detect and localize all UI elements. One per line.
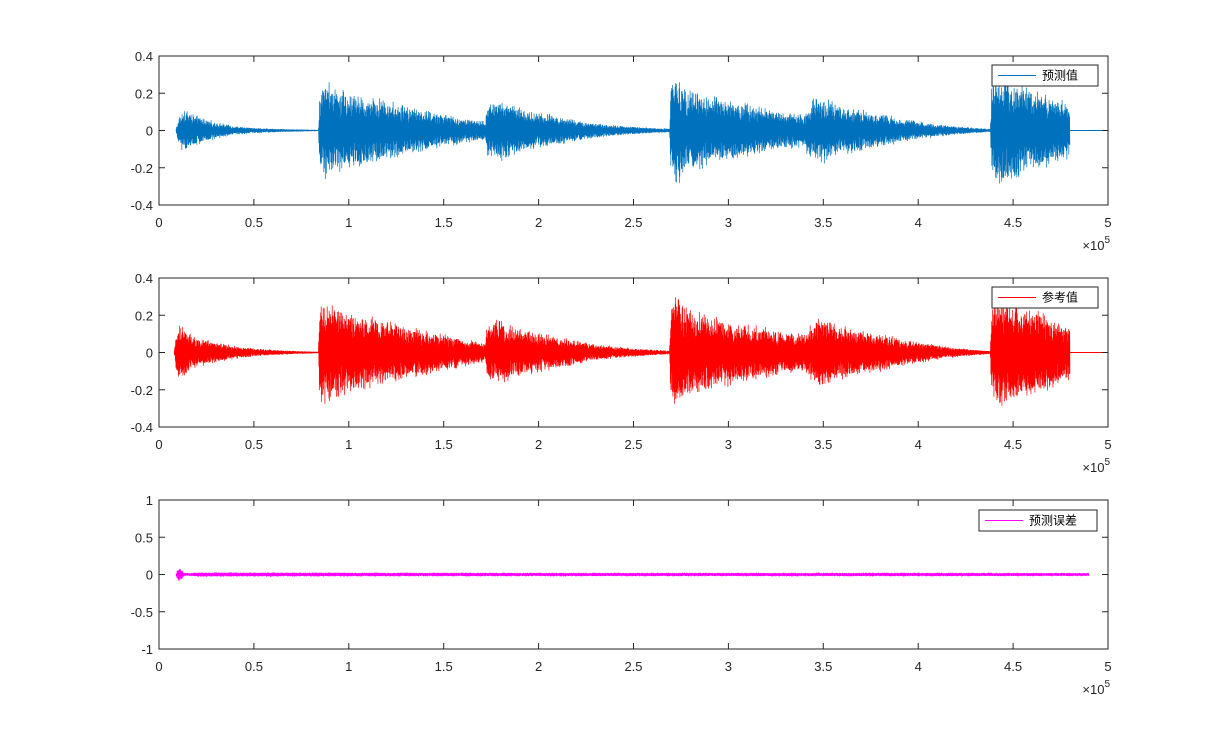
legend-box [991, 286, 1099, 309]
y-tick-label: -0.4 [131, 198, 153, 213]
x-tick-label: 2.5 [624, 659, 642, 674]
y-tick-label: 0.2 [135, 308, 153, 323]
legend-label: 参考值 [1042, 290, 1078, 305]
series-line-1 [175, 568, 1090, 581]
legend: 参考值 [991, 286, 1099, 309]
x-tick-label: 4.5 [1004, 659, 1022, 674]
x-tick-label: 1 [345, 659, 352, 674]
x-tick-label: 1.5 [435, 437, 453, 452]
x-tick-label: 4.5 [1004, 437, 1022, 452]
x-tick-label: 5 [1104, 215, 1111, 230]
legend-label: 预测误差 [1029, 514, 1077, 528]
x-exponent-label: ×105 [1082, 235, 1110, 253]
y-tick-label: -0.2 [131, 161, 153, 176]
y-tick-label: 1 [146, 493, 153, 508]
y-tick-label: -1 [141, 642, 153, 657]
x-tick-label: 0 [155, 215, 162, 230]
x-tick-label: 5 [1104, 437, 1111, 452]
y-tick-label: 0.4 [135, 271, 153, 286]
x-exponent-label: ×105 [1082, 679, 1110, 697]
y-tick-label: 0 [146, 568, 153, 583]
x-tick-label: 4.5 [1004, 215, 1022, 230]
x-tick-label: 4 [915, 437, 922, 452]
y-tick-label: 0 [146, 346, 153, 361]
x-tick-label: 4 [915, 215, 922, 230]
series-line-1 [173, 297, 1071, 406]
x-tick-label: 1.5 [435, 215, 453, 230]
x-exponent-label: ×105 [1082, 457, 1110, 475]
x-tick-label: 0.5 [245, 437, 263, 452]
legend-label: 预测值 [1042, 68, 1078, 83]
x-tick-label: 2.5 [624, 437, 642, 452]
x-tick-label: 1 [345, 437, 352, 452]
x-tick-label: 2 [535, 215, 542, 230]
y-tick-label: -0.5 [131, 605, 153, 620]
x-tick-label: 0.5 [245, 659, 263, 674]
y-tick-label: 0.4 [135, 49, 153, 64]
x-tick-label: 0 [155, 659, 162, 674]
x-tick-label: 5 [1104, 659, 1111, 674]
y-tick-label: -0.4 [131, 420, 153, 435]
legend-box [991, 64, 1099, 87]
x-tick-label: 3 [725, 659, 732, 674]
subplot-2: 0 0.5 1 1.5 2 2.5 3 3.5 4 4.5 5 -0.4 -0.2 0 0.2 0.4 ×105… [131, 271, 1112, 475]
x-tick-label: 3 [725, 215, 732, 230]
x-tick-label: 1 [345, 215, 352, 230]
legend-box [978, 509, 1098, 532]
legend: 预测误差 [978, 509, 1098, 532]
x-tick-label: 3.5 [814, 659, 832, 674]
subplot-3: 0 0.5 1 1.5 2 2.5 3 3.5 4 4.5 5 -1 -0.5 0 0.5 1 ×105 预测误差 [131, 493, 1112, 697]
x-tick-label: 3.5 [814, 437, 832, 452]
x-tick-label: 0.5 [245, 215, 263, 230]
y-tick-label: 0.2 [135, 86, 153, 101]
legend: 预测值 [991, 64, 1099, 87]
y-tick-label: 0 [146, 124, 153, 139]
x-tick-label: 0 [155, 437, 162, 452]
series-line-1 [175, 79, 1071, 184]
subplot-1: 0 0.5 1 1.5 2 2.5 3 3.5 4 4.5 5 -0.4 -0.2 0 0.2 0.4 ×105… [131, 49, 1112, 253]
y-tick-label: 0.5 [135, 530, 153, 545]
y-tick-label: -0.2 [131, 383, 153, 398]
x-tick-label: 3 [725, 437, 732, 452]
x-tick-label: 2 [535, 659, 542, 674]
x-tick-label: 4 [915, 659, 922, 674]
x-tick-label: 2 [535, 437, 542, 452]
x-tick-label: 1.5 [435, 659, 453, 674]
x-tick-label: 2.5 [624, 215, 642, 230]
x-tick-label: 3.5 [814, 215, 832, 230]
